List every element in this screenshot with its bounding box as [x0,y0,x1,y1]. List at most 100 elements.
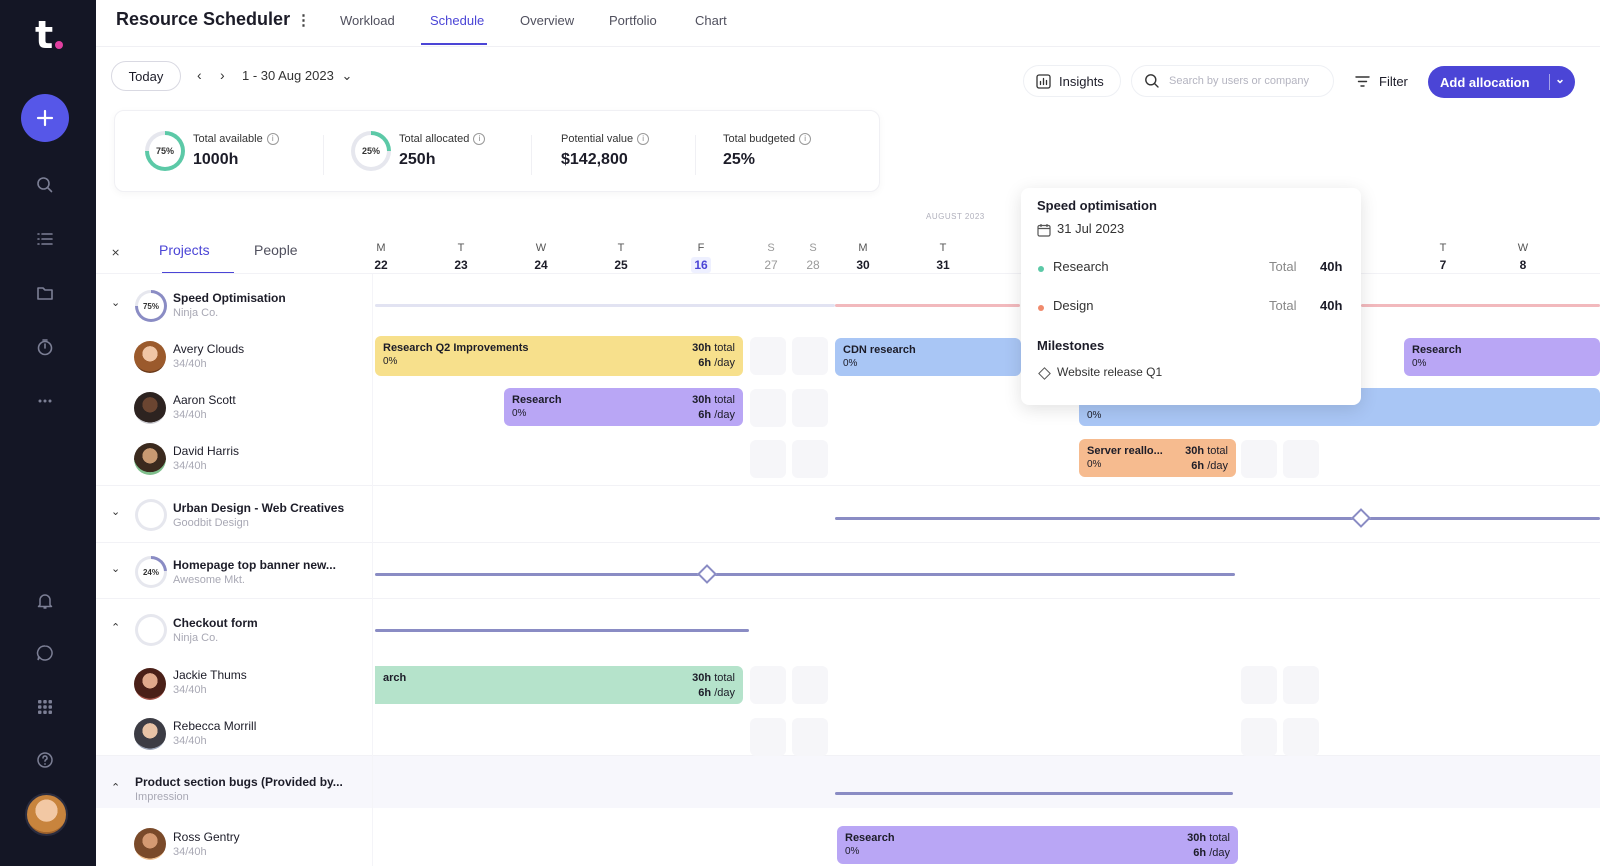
project-name[interactable]: Product section bugs (Provided by... [135,775,343,789]
project-timeline[interactable] [375,573,1235,576]
prev-arrow-icon[interactable]: ‹ [197,67,202,83]
allocation-bar[interactable]: Research 0% 30h total 6h /day [504,388,743,426]
calendar-icon [1037,223,1051,242]
collapse-all-icon[interactable]: ⨯ [111,247,121,259]
allocation-bar[interactable]: CDN research 0% [835,338,1021,376]
bell-icon[interactable] [30,586,60,616]
person-name[interactable]: David Harris [173,444,240,458]
insights-button[interactable]: Insights [1023,65,1121,97]
allocation-totals: 30h total 6h /day [1185,445,1228,472]
ring-label: 75% [138,293,164,319]
day-of-week: T [939,242,947,254]
date-range-picker[interactable]: 1 - 30 Aug 2023 ⌄ [242,68,352,84]
weekend-cell [1283,718,1319,756]
day-of-week: M [376,242,386,254]
stat-label: Total available i [193,133,279,146]
available-progress-ring: 75% [145,131,185,171]
person-name[interactable]: Ross Gentry [173,830,240,844]
create-button[interactable] [21,94,69,142]
weekend-cell [750,337,786,375]
stat-value: 1000h [193,151,239,168]
allocation-progress: 0% [843,358,858,369]
person-name[interactable]: Aaron Scott [173,393,236,407]
kebab-menu-icon[interactable]: ⋮ [296,12,311,29]
popover-row-total-label: Total [1269,259,1297,274]
info-icon[interactable]: i [266,133,279,146]
project-progress-ring [135,499,167,531]
chevron-down-icon[interactable]: ⌄ [111,506,121,518]
weekend-cell [792,440,828,478]
milestone-diamond-icon[interactable] [1351,508,1371,528]
info-icon[interactable]: i [637,133,650,146]
stats-card: 75% Total available i 1000h 25% Total all… [114,110,880,192]
stat-label: Total budgeted i [723,133,812,146]
info-icon[interactable]: i [473,133,486,146]
list-icon[interactable] [30,224,60,254]
weekend-cell [792,718,828,756]
weekend-cell [792,389,828,427]
info-icon[interactable]: i [799,133,812,146]
more-icon[interactable] [30,386,60,416]
allocation-totals: 30h total 6h /day [692,394,735,421]
allocation-bar[interactable]: arch 30h total 6h /day [375,666,743,704]
row-divider [96,485,1600,486]
project-popover: Speed optimisation 31 Jul 2023 Research … [1021,188,1361,405]
project-timeline[interactable] [835,792,1233,795]
allocation-bar[interactable]: Research Q2 Improvements 0% 30h total 6h … [375,336,743,376]
chevron-down-icon[interactable]: ⌄ [111,563,121,575]
project-client: Impression [135,791,189,803]
project-name[interactable]: Checkout form [173,616,258,630]
chevron-up-icon[interactable]: ⌃ [111,782,121,794]
popover-row-label: Design [1053,298,1094,313]
tab-overview[interactable]: Overview [520,13,575,28]
chart-icon [1036,73,1051,89]
insights-label: Insights [1059,73,1104,89]
chevron-down-icon[interactable]: ⌄ [1555,72,1566,86]
add-allocation-button[interactable]: Add allocation ⌄ [1428,66,1575,98]
legend-dot [1038,266,1044,272]
button-divider [1549,74,1550,90]
search-input[interactable]: Search by users or company [1131,65,1334,97]
weekend-cell [792,337,828,375]
person-avatar [134,668,166,700]
help-icon[interactable] [30,745,60,775]
allocation-bar[interactable]: Research 0% 30h total 6h /day [837,826,1238,864]
day-of-week: F [697,242,705,254]
person-name[interactable]: Avery Clouds [173,342,245,356]
project-name[interactable]: Urban Design - Web Creatives [173,501,345,515]
tab-projects[interactable]: Projects [159,242,210,258]
person-avatar [134,443,166,475]
apps-grid-icon[interactable] [30,692,60,722]
allocation-bar[interactable]: Research 0% [1404,338,1600,376]
person-hours: 34/40h [173,358,207,370]
project-timeline[interactable] [375,629,749,632]
project-progress-ring: 75% [135,290,167,322]
tab-chart[interactable]: Chart [695,13,727,28]
today-button[interactable]: Today [111,61,181,91]
chevron-down-icon[interactable]: ⌄ [111,297,121,309]
chevron-up-icon[interactable]: ⌃ [111,622,121,634]
grid-left-border [372,274,373,866]
person-name[interactable]: Jackie Thums [173,668,247,682]
folder-icon[interactable] [30,278,60,308]
person-hours: 34/40h [173,735,207,747]
allocation-bar[interactable]: Server reallo... 0% 30h total 6h /day [1079,439,1236,477]
tab-schedule[interactable]: Schedule [430,13,485,28]
project-name[interactable]: Homepage top banner new... [173,558,336,572]
search-icon[interactable] [30,170,60,200]
next-arrow-icon[interactable]: › [220,67,225,83]
project-client: Awesome Mkt. [173,574,245,586]
tab-people[interactable]: People [254,242,298,258]
project-name[interactable]: Speed Optimisation [173,291,286,305]
chat-icon[interactable] [30,638,60,668]
milestone-diamond-icon[interactable] [697,564,717,584]
user-avatar[interactable] [25,793,68,836]
day-of-week: S [809,242,817,254]
tab-portfolio[interactable]: Portfolio [609,13,657,28]
person-name[interactable]: Rebecca Morrill [173,719,257,733]
project-timeline[interactable] [835,517,1600,520]
filter-button[interactable]: Filter [1342,65,1420,97]
tab-workload[interactable]: Workload [340,13,395,28]
timer-icon[interactable] [30,332,60,362]
allocation-progress: 0% [1087,410,1102,421]
